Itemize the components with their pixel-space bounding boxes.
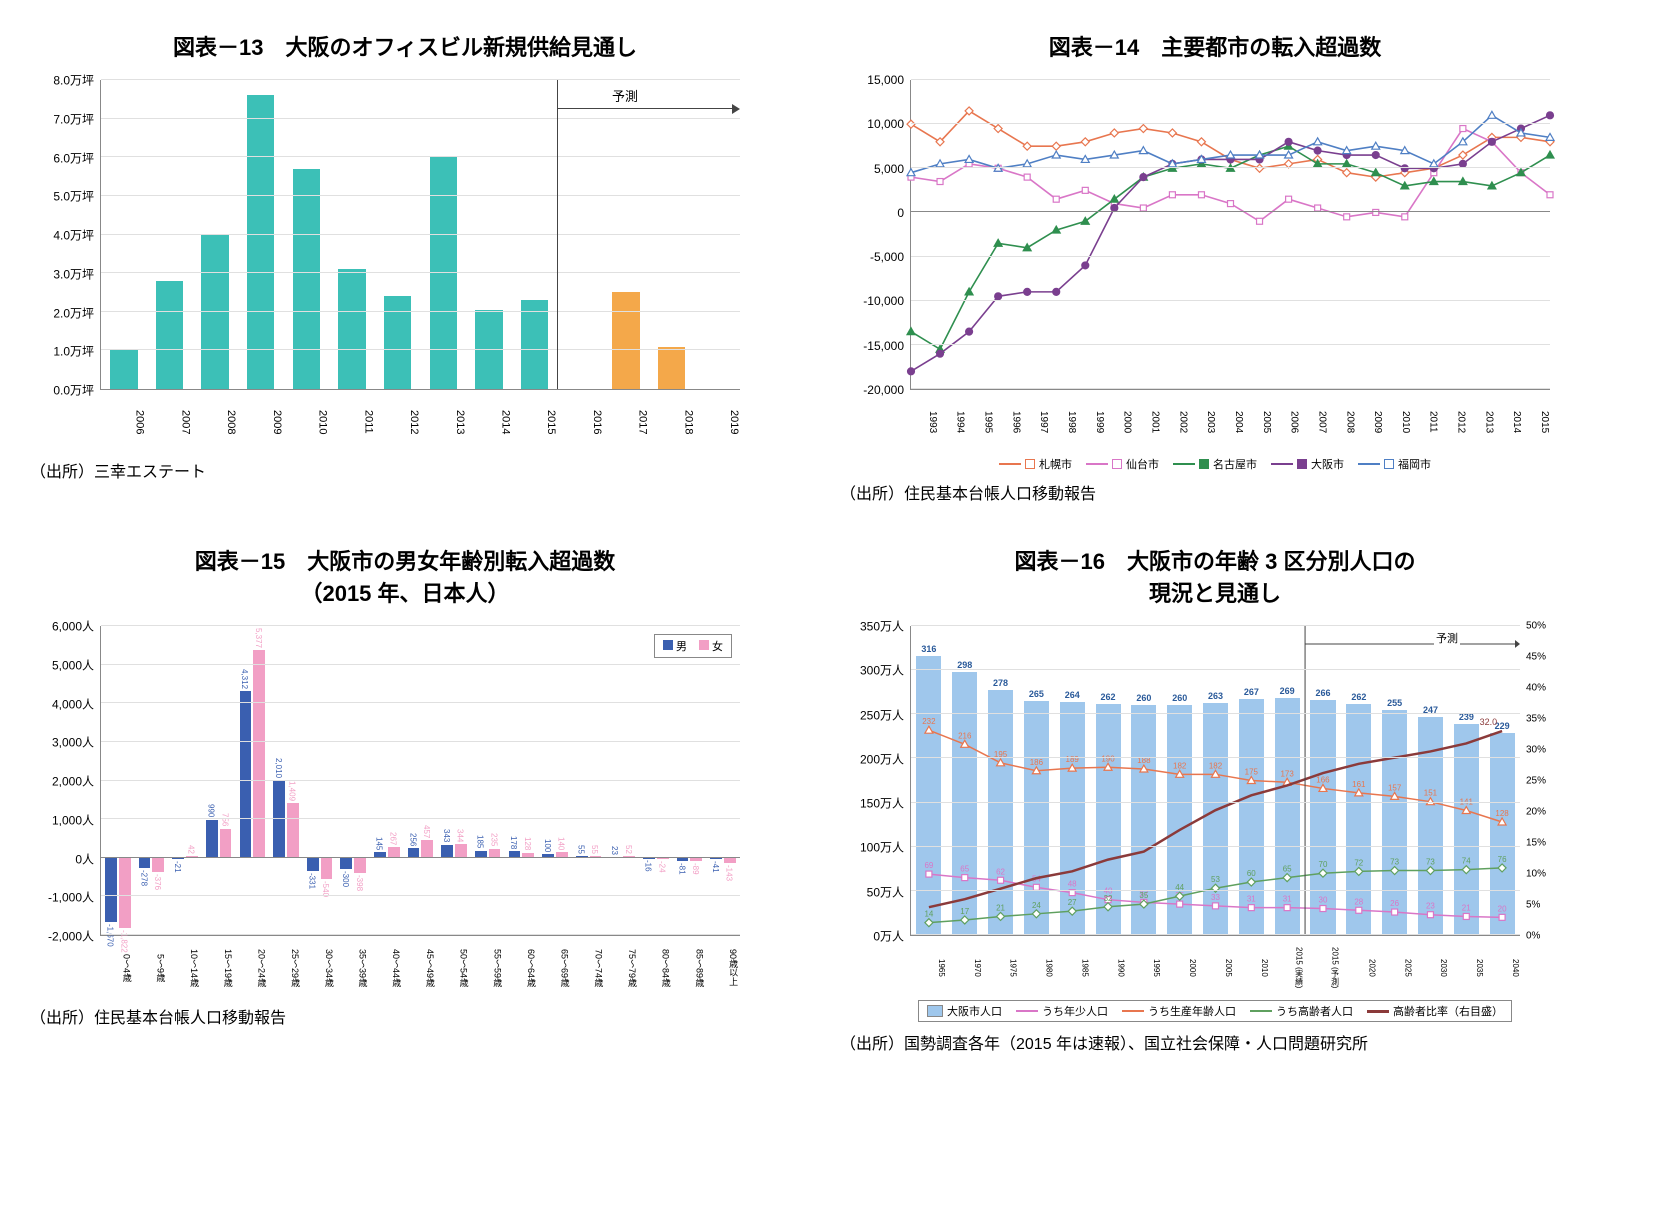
chart-15-plot: -2,000人-1,000人0人1,000人2,000人3,000人4,000人… [30, 616, 750, 996]
svg-text:33: 33 [1211, 893, 1220, 902]
chart-16-legend: 大阪市人口うち年少人口うち生産年齢人口うち高齢者人口高齢者比率（右目盛） [918, 1000, 1512, 1022]
svg-text:60: 60 [1247, 869, 1256, 878]
chart-13-plot: 0.0万坪1.0万坪2.0万坪3.0万坪4.0万坪5.0万坪6.0万坪7.0万坪… [30, 70, 750, 450]
bar-male-2 [172, 858, 184, 859]
chart-14-title: 図表－14 主要都市の転入超過数 [840, 30, 1590, 62]
chart-14-plot: -20,000-15,000-10,000-5,00005,00010,0001… [840, 70, 1560, 450]
svg-text:186: 186 [1030, 758, 1044, 767]
bar-female-9 [421, 840, 433, 858]
svg-text:74: 74 [1462, 857, 1471, 866]
svg-text:161: 161 [1352, 780, 1366, 789]
bar-2015 [521, 300, 548, 389]
svg-text:20: 20 [1498, 904, 1507, 913]
chart-13-title: 図表－13 大阪のオフィスビル新規供給見通し [30, 30, 780, 62]
bar-male-10 [441, 845, 453, 858]
bar-female-10 [455, 844, 467, 857]
chart-16-plot: 0万人50万人100万人150万人200万人250万人300万人350万人 0%… [840, 616, 1560, 996]
bar-female-18 [724, 858, 736, 864]
svg-text:182: 182 [1173, 761, 1187, 770]
chart-15-title: 図表－15 大阪市の男女年齢別転入超過数 （2015 年、日本人） [30, 544, 780, 608]
svg-text:24: 24 [1032, 901, 1041, 910]
svg-text:182: 182 [1209, 761, 1223, 770]
chart-16-title: 図表－16 大阪市の年齢 3 区分別人口の 現況と見通し [840, 544, 1590, 608]
svg-text:31: 31 [1283, 895, 1292, 904]
bar-female-6 [321, 858, 333, 879]
svg-text:175: 175 [1245, 768, 1259, 777]
chart-14-panel: 図表－14 主要都市の転入超過数 -20,000-15,000-10,000-5… [840, 30, 1590, 504]
svg-text:28: 28 [1354, 897, 1363, 906]
chart-13-panel: 図表－13 大阪のオフィスビル新規供給見通し 0.0万坪1.0万坪2.0万坪3.… [30, 30, 780, 504]
svg-text:21: 21 [996, 903, 1005, 912]
chart-14-legend: 札幌市仙台市名古屋市大阪市福岡市 [840, 456, 1590, 472]
svg-text:151: 151 [1424, 789, 1438, 798]
bar-2010 [293, 169, 320, 389]
bar-female-3 [220, 829, 232, 858]
svg-text:157: 157 [1388, 783, 1402, 792]
svg-text:53: 53 [1211, 875, 1220, 884]
bar-female-7 [354, 858, 366, 873]
svg-text:21: 21 [1462, 903, 1471, 912]
svg-text:72: 72 [1354, 858, 1363, 867]
svg-text:65: 65 [960, 865, 969, 874]
bar-male-7 [340, 858, 352, 870]
bar-female-5 [287, 803, 299, 857]
bar-male-18 [710, 858, 722, 860]
svg-text:27: 27 [1068, 898, 1077, 907]
svg-text:128: 128 [1495, 809, 1509, 818]
svg-text:48: 48 [1068, 880, 1077, 889]
chart-14-source: （出所）住民基本台帳人口移動報告 [840, 480, 1590, 504]
svg-text:173: 173 [1280, 769, 1294, 778]
svg-text:73: 73 [1426, 858, 1435, 867]
svg-text:26: 26 [1390, 899, 1399, 908]
chart-15-panel: 図表－15 大阪市の男女年齢別転入超過数 （2015 年、日本人） -2,000… [30, 544, 780, 1054]
chart-15-legend: 男 女 [654, 634, 732, 658]
bar-male-17 [677, 858, 689, 861]
bar-female-1 [152, 858, 164, 873]
bar-female-16 [657, 858, 669, 859]
svg-text:69: 69 [924, 861, 933, 870]
bar-2009 [247, 95, 274, 389]
bar-female-0 [119, 858, 131, 928]
svg-text:190: 190 [1101, 754, 1115, 763]
svg-text:70: 70 [1319, 860, 1328, 869]
charts-grid: 図表－13 大阪のオフィスビル新規供給見通し 0.0万坪1.0万坪2.0万坪3.… [30, 30, 1590, 1054]
chart-16-panel: 図表－16 大阪市の年齢 3 区分別人口の 現況と見通し 0万人50万人100万… [840, 544, 1590, 1054]
svg-text:35: 35 [1139, 891, 1148, 900]
bar-2006 [110, 350, 137, 389]
svg-text:62: 62 [996, 867, 1005, 876]
svg-text:31: 31 [1247, 895, 1256, 904]
svg-text:166: 166 [1316, 775, 1330, 784]
bar-2018 [658, 347, 685, 389]
bar-female-4 [253, 650, 265, 858]
svg-text:14: 14 [924, 910, 933, 919]
svg-text:65: 65 [1283, 865, 1292, 874]
bar-2011 [338, 269, 365, 389]
svg-text:232: 232 [922, 717, 936, 726]
chart-16-source: （出所）国勢調査各年（2015 年は速報）、国立社会保障・人口問題研究所 [840, 1030, 1590, 1054]
svg-text:216: 216 [958, 731, 972, 740]
bar-male-0 [105, 858, 117, 923]
svg-text:32.0: 32.0 [1480, 717, 1497, 727]
svg-text:30: 30 [1319, 896, 1328, 905]
bar-female-17 [690, 858, 702, 861]
svg-text:73: 73 [1390, 858, 1399, 867]
svg-text:17: 17 [960, 907, 969, 916]
svg-text:23: 23 [1426, 902, 1435, 911]
bar-male-16 [643, 858, 655, 859]
bar-2007 [156, 281, 183, 389]
bar-male-4 [240, 691, 252, 858]
bar-male-3 [206, 820, 218, 858]
bar-2008 [201, 235, 228, 390]
bar-2013 [430, 157, 457, 389]
svg-text:76: 76 [1498, 855, 1507, 864]
bar-male-1 [139, 858, 151, 869]
chart-15-source: （出所）住民基本台帳人口移動報告 [30, 1004, 780, 1028]
svg-text:32: 32 [1104, 894, 1113, 903]
bar-2017 [612, 292, 639, 389]
chart-13-source: （出所）三幸エステート [30, 458, 780, 482]
bar-male-6 [307, 858, 319, 871]
